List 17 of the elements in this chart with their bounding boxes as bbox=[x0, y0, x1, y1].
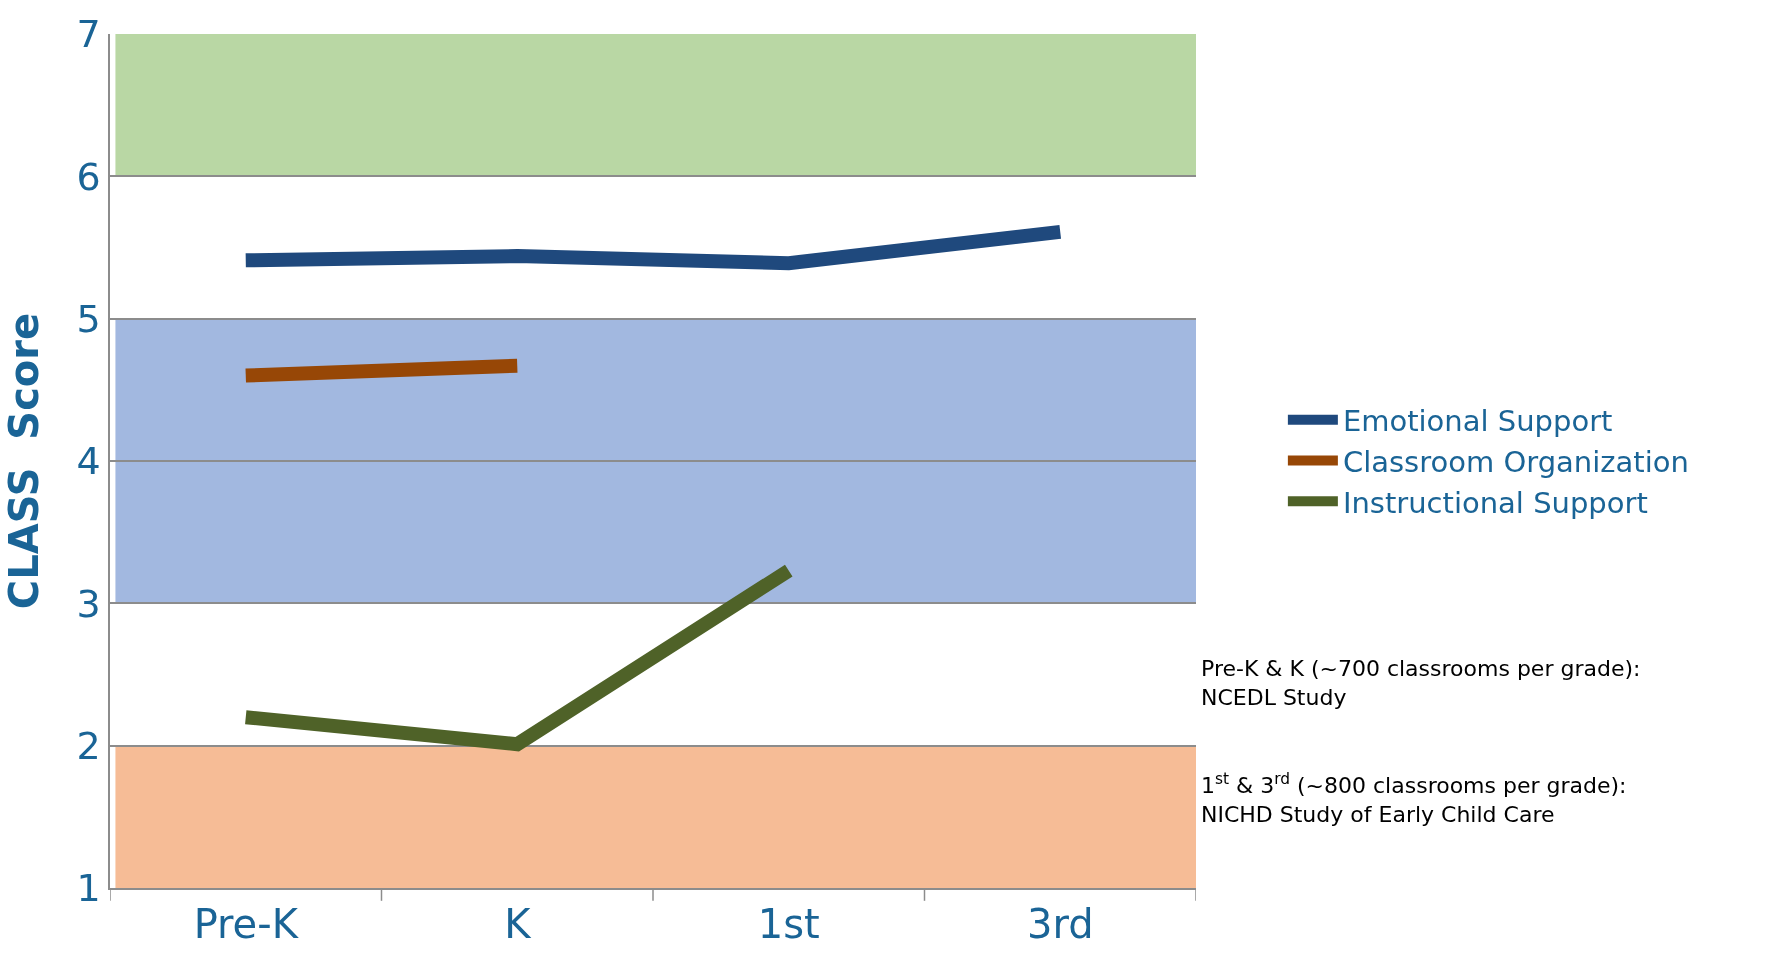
y-axis-title: CLASS Score bbox=[1, 312, 48, 610]
x-tick-label: Pre-K bbox=[193, 900, 300, 947]
x-tick-label: K bbox=[504, 900, 533, 947]
x-tick-label: 3rd bbox=[1026, 900, 1094, 947]
y-tick-label: 7 bbox=[76, 12, 101, 57]
y-tick-label: 6 bbox=[76, 154, 101, 199]
y-tick-label: 2 bbox=[76, 723, 101, 768]
y-tick-label: 1 bbox=[76, 866, 101, 911]
x-tick-label: 1st bbox=[757, 900, 820, 947]
text: Pre-K & K (~700 classrooms per grade): NCEDL Study bbox=[1201, 656, 1641, 710]
y-tick-label: 3 bbox=[76, 581, 101, 626]
text: 1$^{st}$ & 3$^{rd}$ (~800 classrooms per grade): NICHD Study of Early Child Care bbox=[1201, 770, 1627, 827]
legend-label: Instructional Support bbox=[1342, 485, 1648, 520]
y-tick-label: 4 bbox=[76, 439, 101, 484]
legend-label: Classroom Organization bbox=[1342, 444, 1689, 479]
y-tick-label: 5 bbox=[76, 296, 101, 341]
legend-label: Emotional Support bbox=[1342, 404, 1613, 439]
